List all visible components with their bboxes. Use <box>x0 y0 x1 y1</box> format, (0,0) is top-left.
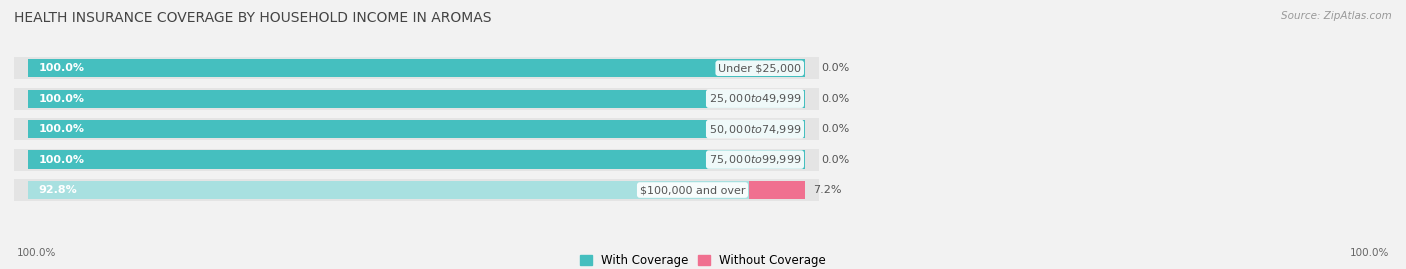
Text: 100.0%: 100.0% <box>1350 248 1389 258</box>
Bar <box>14 57 818 79</box>
Text: HEALTH INSURANCE COVERAGE BY HOUSEHOLD INCOME IN AROMAS: HEALTH INSURANCE COVERAGE BY HOUSEHOLD I… <box>14 11 492 25</box>
Bar <box>28 120 806 138</box>
Text: Under $25,000: Under $25,000 <box>718 63 801 73</box>
Text: $100,000 and over: $100,000 and over <box>640 185 745 195</box>
Bar <box>14 179 818 201</box>
Text: Source: ZipAtlas.com: Source: ZipAtlas.com <box>1281 11 1392 21</box>
Bar <box>14 88 818 110</box>
Text: 92.8%: 92.8% <box>38 185 77 195</box>
Bar <box>28 150 806 169</box>
Text: 0.0%: 0.0% <box>821 124 851 134</box>
Bar <box>749 181 806 199</box>
Text: 0.0%: 0.0% <box>821 63 851 73</box>
Bar <box>28 181 749 199</box>
Text: $50,000 to $74,999: $50,000 to $74,999 <box>709 123 801 136</box>
Bar <box>14 118 818 140</box>
Text: 7.2%: 7.2% <box>814 185 842 195</box>
Text: 100.0%: 100.0% <box>17 248 56 258</box>
Text: 100.0%: 100.0% <box>38 63 84 73</box>
Text: $75,000 to $99,999: $75,000 to $99,999 <box>709 153 801 166</box>
Text: 100.0%: 100.0% <box>38 94 84 104</box>
Text: 100.0%: 100.0% <box>38 124 84 134</box>
Bar <box>28 59 806 77</box>
Text: 0.0%: 0.0% <box>821 94 851 104</box>
Text: $25,000 to $49,999: $25,000 to $49,999 <box>709 92 801 105</box>
Bar <box>14 148 818 171</box>
Bar <box>28 90 806 108</box>
Text: 0.0%: 0.0% <box>821 155 851 165</box>
Legend: With Coverage, Without Coverage: With Coverage, Without Coverage <box>575 249 831 269</box>
Text: 100.0%: 100.0% <box>38 155 84 165</box>
